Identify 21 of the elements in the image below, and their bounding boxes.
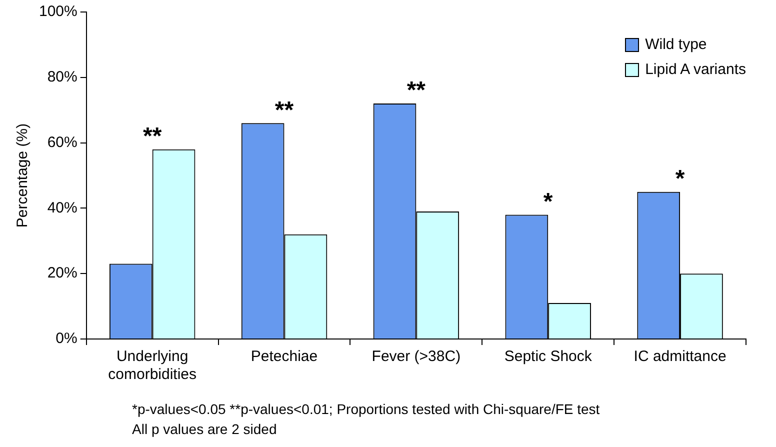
y-tick-label: 80% bbox=[47, 68, 78, 86]
y-tick-label: 100% bbox=[38, 3, 78, 20]
text: *p-values<0.05 **p-values<0.01; Proportions tested with Chi-square/FE test bbox=[132, 400, 600, 419]
x-tick-label: IC admittance bbox=[634, 348, 726, 366]
y-axis-title: Percentage (%) bbox=[14, 123, 32, 228]
y-tick-label: 20% bbox=[47, 264, 78, 282]
x-tick-label: Underlying comorbidities bbox=[108, 348, 197, 384]
legend-label: Wild type bbox=[645, 36, 707, 53]
y-tick-label: 60% bbox=[47, 134, 78, 151]
text: All p values are 2 sided bbox=[132, 420, 278, 439]
x-tick-label: Fever (>38C) bbox=[372, 348, 461, 366]
annotation: ** bbox=[142, 122, 162, 150]
y-tick-label: 40% bbox=[47, 199, 78, 216]
annotation: * bbox=[675, 165, 686, 192]
y-tick-label: 0% bbox=[56, 330, 78, 348]
annotation: ** bbox=[406, 77, 426, 104]
x-tick-label: Septic Shock bbox=[504, 348, 592, 366]
x-tick-label: Petechiae bbox=[250, 348, 318, 366]
annotation: * bbox=[543, 188, 554, 216]
annotation: ** bbox=[274, 96, 294, 124]
legend-label: Lipid A variants bbox=[645, 61, 746, 78]
